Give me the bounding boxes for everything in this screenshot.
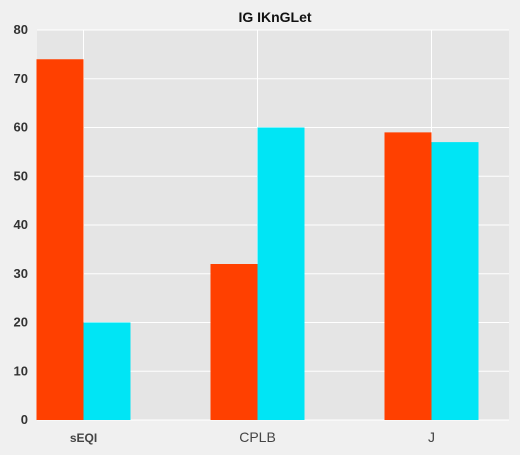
bar-sEQI-series-1 <box>36 59 84 420</box>
y-tick-label: 50 <box>14 168 28 183</box>
x-tick-label: sEQI <box>70 431 97 445</box>
y-tick-label: 40 <box>14 217 28 232</box>
bar-J-series-2 <box>431 142 479 420</box>
y-tick-label: 80 <box>14 22 28 37</box>
y-tick-label: 10 <box>14 363 28 378</box>
x-tick-label: CPLB <box>239 429 276 445</box>
y-tick-label: 70 <box>14 71 28 86</box>
x-tick-label: J <box>428 429 435 445</box>
y-tick-label: 30 <box>14 266 28 281</box>
bar-J-series-1 <box>384 132 432 420</box>
bar-CPLB-series-2 <box>257 127 305 420</box>
chart-title: IG IKnGLet <box>238 9 311 25</box>
bar-CPLB-series-1 <box>210 264 258 420</box>
bar-sEQI-series-2 <box>83 322 131 420</box>
y-axis-ticks: 0 10 20 30 40 50 60 70 80 <box>14 22 28 427</box>
y-tick-label: 60 <box>14 120 28 135</box>
x-axis-ticks: sEQI CPLB J <box>70 429 435 445</box>
y-tick-label: 0 <box>21 412 28 427</box>
y-tick-label: 20 <box>14 315 28 330</box>
bars <box>36 59 479 420</box>
